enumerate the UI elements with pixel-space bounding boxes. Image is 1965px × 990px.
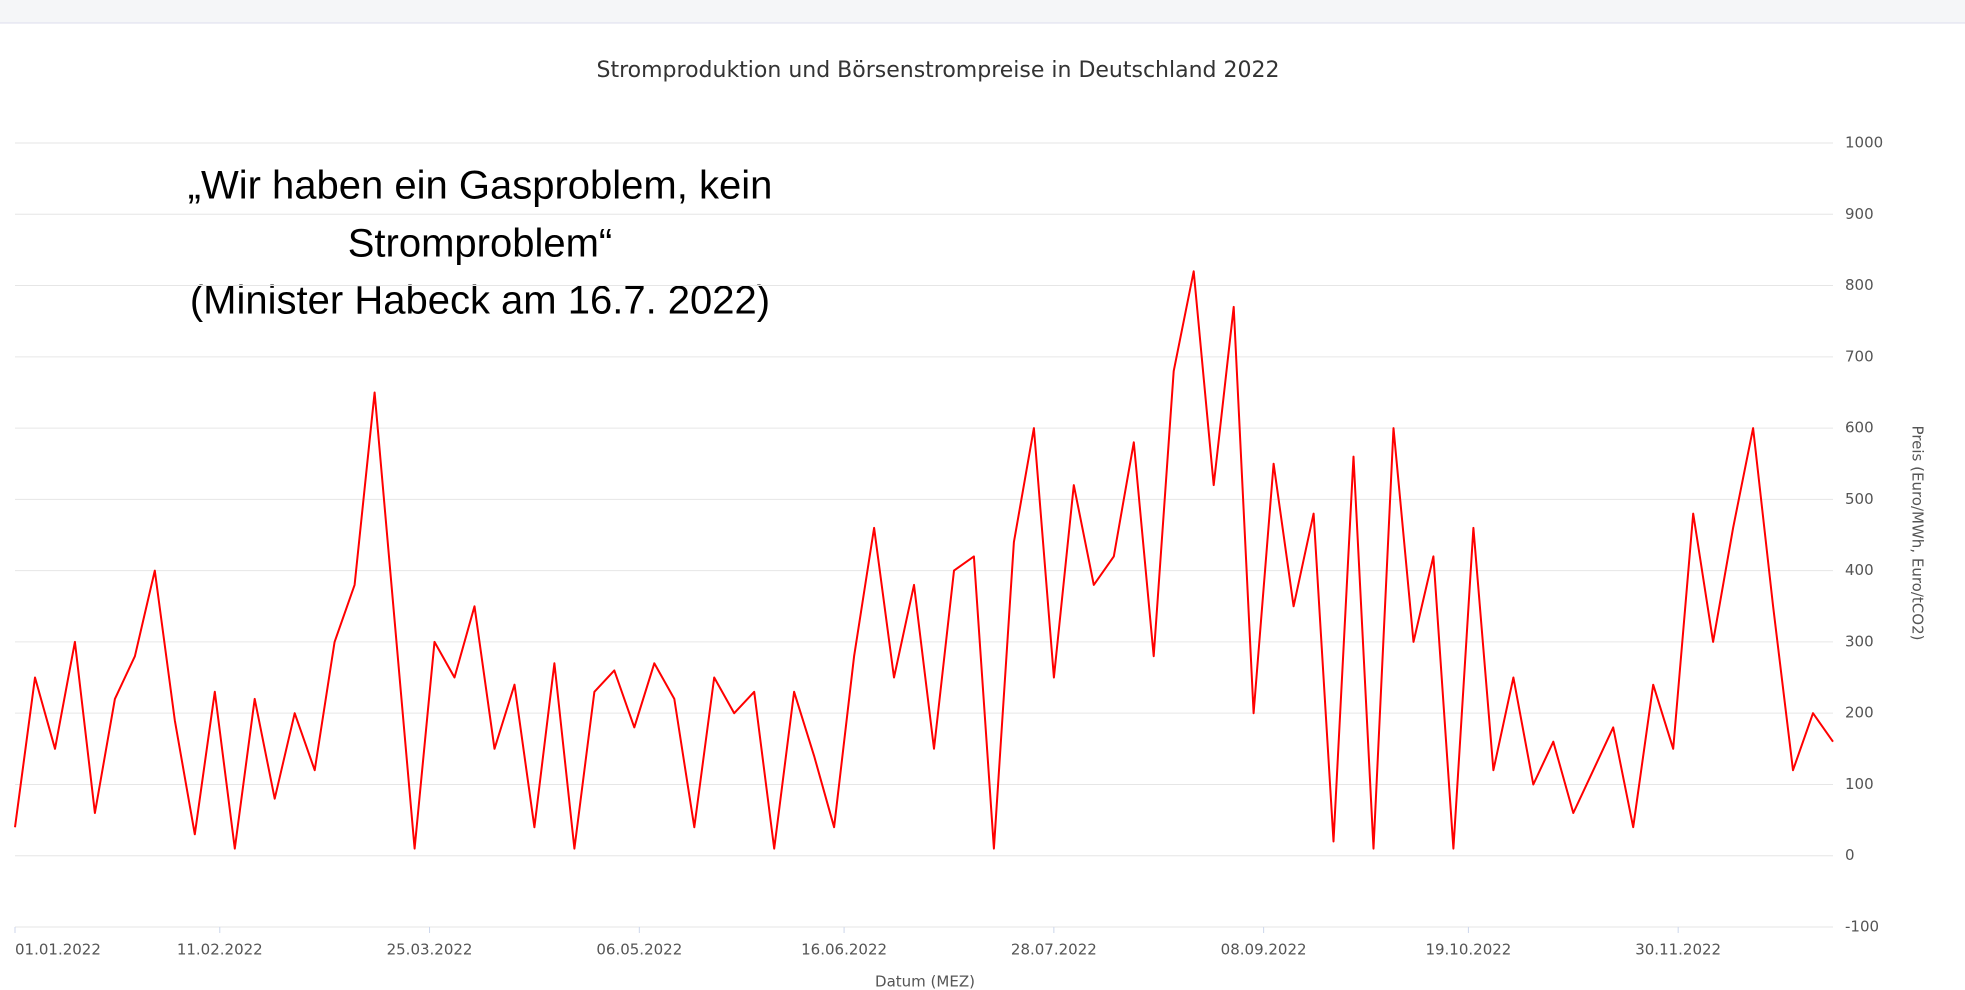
y-tick-label: 800	[1845, 276, 1874, 294]
top-bar	[0, 0, 1965, 23]
y-tick-label: 1000	[1845, 134, 1883, 152]
x-tick-label: 25.03.2022	[387, 941, 473, 959]
y-tick-label: 500	[1845, 490, 1874, 508]
y-tick-label: 600	[1845, 419, 1874, 437]
chart-title: Stromproduktion und Börsenstrompreise in…	[597, 58, 1280, 83]
y-tick-label: 0	[1845, 846, 1855, 864]
y-tick-label: 700	[1845, 347, 1874, 365]
x-tick-label: 28.07.2022	[1011, 941, 1097, 959]
x-tick-label: 08.09.2022	[1221, 941, 1307, 959]
y-axis-title: Preis (Euro/MWh, Euro/tCO2)	[1909, 426, 1927, 641]
y-tick-label: 200	[1845, 704, 1874, 722]
y-tick-label: -100	[1845, 918, 1879, 936]
x-tick-label: 01.01.2022	[15, 941, 101, 959]
y-tick-label: 300	[1845, 632, 1874, 650]
x-tick-label: 19.10.2022	[1425, 941, 1511, 959]
line-series	[14, 270, 1834, 850]
x-axis-title: Datum (MEZ)	[875, 973, 975, 990]
y-tick-label: 900	[1845, 205, 1874, 223]
annotation: „Wir haben ein Gasproblem, kein	[188, 164, 773, 208]
x-tick-label: 06.05.2022	[596, 941, 682, 959]
y-tick-label: 100	[1845, 775, 1874, 793]
x-tick-label: 30.11.2022	[1635, 941, 1721, 959]
x-tick-label: 16.06.2022	[801, 941, 887, 959]
annotation: Stromproblem“	[348, 222, 613, 266]
x-tick-label: 11.02.2022	[177, 941, 263, 959]
y-tick-label: 400	[1845, 561, 1874, 579]
